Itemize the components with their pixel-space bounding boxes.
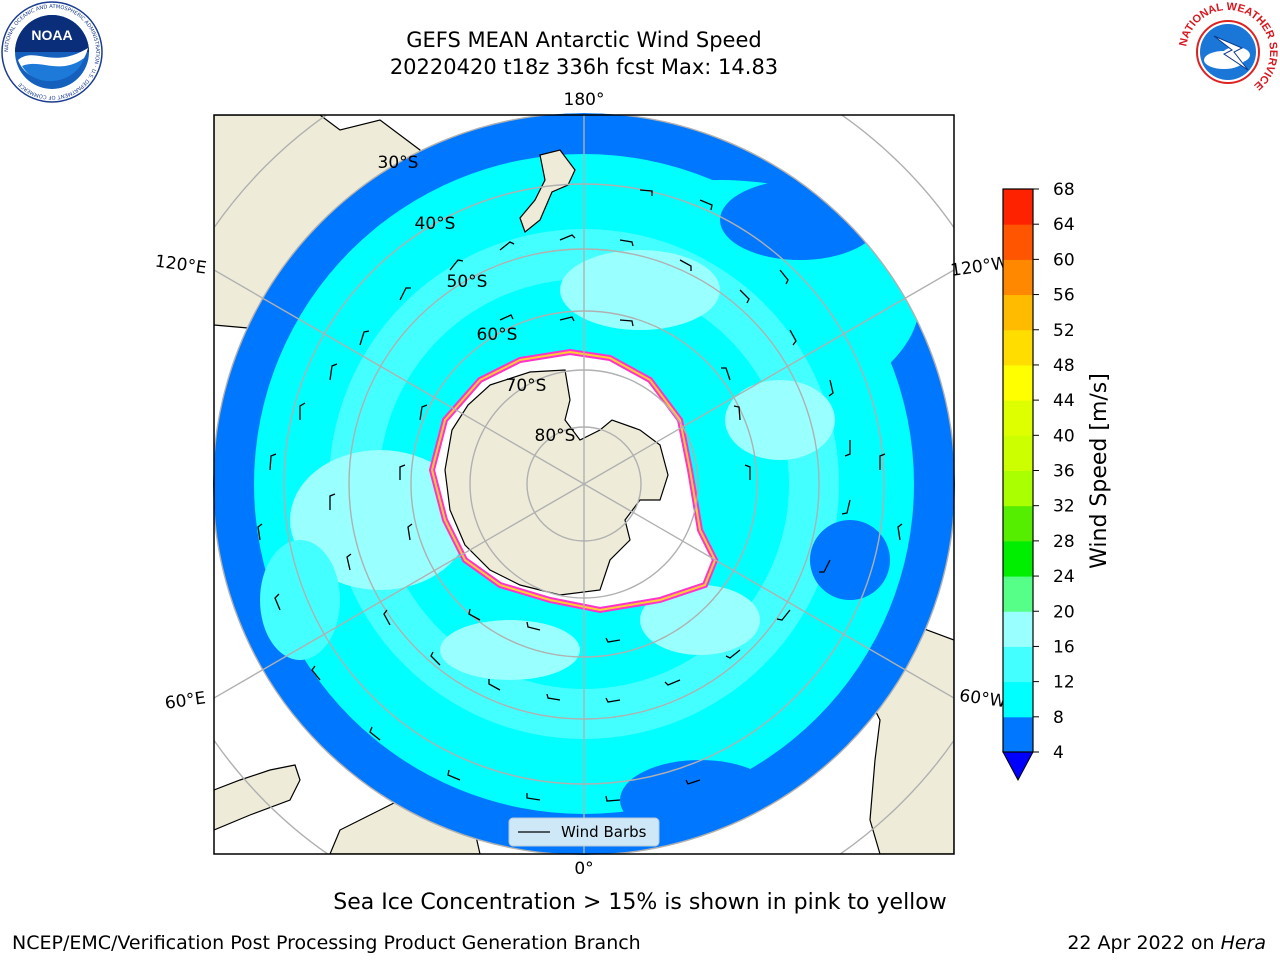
date-text: 22 Apr 2022 on [1067,932,1221,954]
colorbar-tick-label: 60 [1053,250,1075,270]
wind-barbs [257,189,903,802]
colorbar-segment [1003,681,1033,718]
colorbar-segment [1003,329,1033,366]
map-frame [213,114,955,855]
colorbar-tick-label: 16 [1053,637,1075,657]
colorbar-segment [1003,364,1033,401]
colorbar-label: Wind Speed [m/s] [1087,373,1112,569]
colorbar-segment [1003,505,1033,542]
noaa-logo-text: NOAA [31,27,72,43]
lon-label-120e: 120°E [154,252,208,279]
map-legend: Wind Barbs [508,817,660,847]
nws-logo: NATIONAL WEATHER SERVICE [1177,1,1279,102]
land-new-zealand [519,149,576,233]
colorbar-segment [1003,259,1033,296]
chart-title: GEFS MEAN Antarctic Wind Speed [406,28,762,52]
colorbar-tick-label: 56 [1053,286,1075,306]
date-line: 22 Apr 2022 on Hera [1067,932,1266,954]
land-madagascar [214,764,301,831]
sea-ice-note: Sea Ice Concentration > 15% is shown in … [333,890,947,915]
colorbar-tick-label: 36 [1053,462,1075,482]
colorbar-tick-label: 40 [1053,426,1075,446]
land-antarctica [444,369,669,596]
colorbar-tick-label: 4 [1053,743,1064,763]
colorbar-tick-label: 48 [1053,356,1075,376]
colorbar-tick-label: 68 [1053,180,1075,200]
credit-line: NCEP/EMC/Verification Post Processing Pr… [12,932,641,954]
colorbar-tick-label: 52 [1053,321,1075,341]
colorbar-under-triangle [1002,751,1034,782]
lon-label-180: 180° [564,90,605,110]
colorbar-segment [1003,224,1033,260]
colorbar-tick-label: 28 [1053,532,1075,552]
colorbar-segment [1003,646,1033,683]
colorbar-tick-label: 24 [1053,567,1075,587]
colorbar-tick-label: 44 [1053,391,1075,411]
colorbar-tick-label: 12 [1053,673,1075,693]
colorbar-segment [1003,716,1033,753]
lon-label-120w: 120°W [949,253,1009,281]
colorbar-segment [1003,189,1033,225]
lon-label-0: 0° [574,859,593,879]
noaa-logo: NOAA NATIONAL OCEANIC AND ATMOSPHERIC AD… [1,1,103,103]
colorbar-segment [1003,400,1033,436]
lat-label-40s: 40°S [415,214,456,234]
lat-label-50s: 50°S [447,272,488,292]
lat-label-30s: 30°S [378,153,419,173]
machine-name: Hera [1220,932,1266,954]
colorbar-tick-label: 64 [1053,215,1075,235]
lat-label-70s: 70°S [506,376,547,396]
lon-label-60e: 60°E [164,688,207,713]
colorbar-segment [1003,470,1033,507]
colorbar-segment [1003,540,1033,577]
colorbar-tick-label: 20 [1053,602,1075,622]
chart-subtitle: 20220420 t18z 336h fcst Max: 14.83 [389,55,779,79]
graticule [214,115,954,854]
colorbar-tick-label: 32 [1053,497,1075,517]
colorbar-segment [1003,294,1033,331]
lat-label-80s: 80°S [535,426,576,446]
colorbar-segment [1003,611,1033,647]
lon-label-60w: 60°W [958,686,1007,712]
lat-label-60s: 60°S [477,325,518,345]
colorbar-tick-label: 8 [1053,708,1064,728]
colorbar-segment [1003,435,1033,471]
legend-label: Wind Barbs [561,823,647,841]
colorbar-segment [1003,576,1033,612]
